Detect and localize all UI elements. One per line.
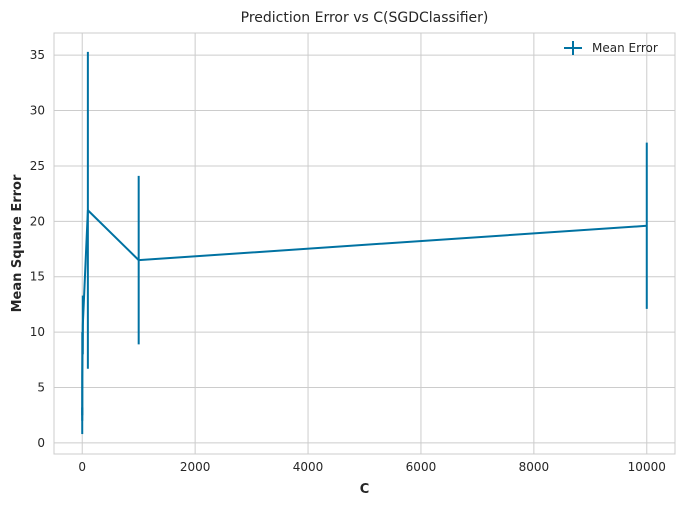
data-series xyxy=(81,51,648,435)
plot-area xyxy=(53,32,676,455)
y-tick-label: 30 xyxy=(30,104,45,118)
y-tick-label: 0 xyxy=(37,436,45,450)
y-tick-label: 35 xyxy=(30,48,45,62)
x-tick-label: 8000 xyxy=(519,460,550,474)
y-tick-label: 15 xyxy=(30,270,45,284)
y-tick-label: 10 xyxy=(30,325,45,339)
x-tick-label: 6000 xyxy=(406,460,437,474)
x-tick-label: 0 xyxy=(78,460,86,474)
legend: Mean Error xyxy=(564,41,658,55)
chart-title: Prediction Error vs C(SGDClassifier) xyxy=(241,10,489,26)
mean-error-line xyxy=(81,209,647,421)
tick-labels: 0 2000 4000 6000 8000 10000 0 5 10 15 20 25 30 35 xyxy=(30,48,666,474)
x-axis-title: C xyxy=(360,482,370,497)
y-tick-label: 20 xyxy=(30,214,45,228)
legend-label: Mean Error xyxy=(592,41,658,55)
y-axis-title: Mean Square Error xyxy=(10,174,25,312)
x-tick-label: 4000 xyxy=(293,460,324,474)
y-tick-label: 5 xyxy=(37,381,45,395)
x-tick-label: 10000 xyxy=(628,460,666,474)
y-tick-label: 25 xyxy=(30,159,45,173)
x-tick-label: 2000 xyxy=(180,460,211,474)
